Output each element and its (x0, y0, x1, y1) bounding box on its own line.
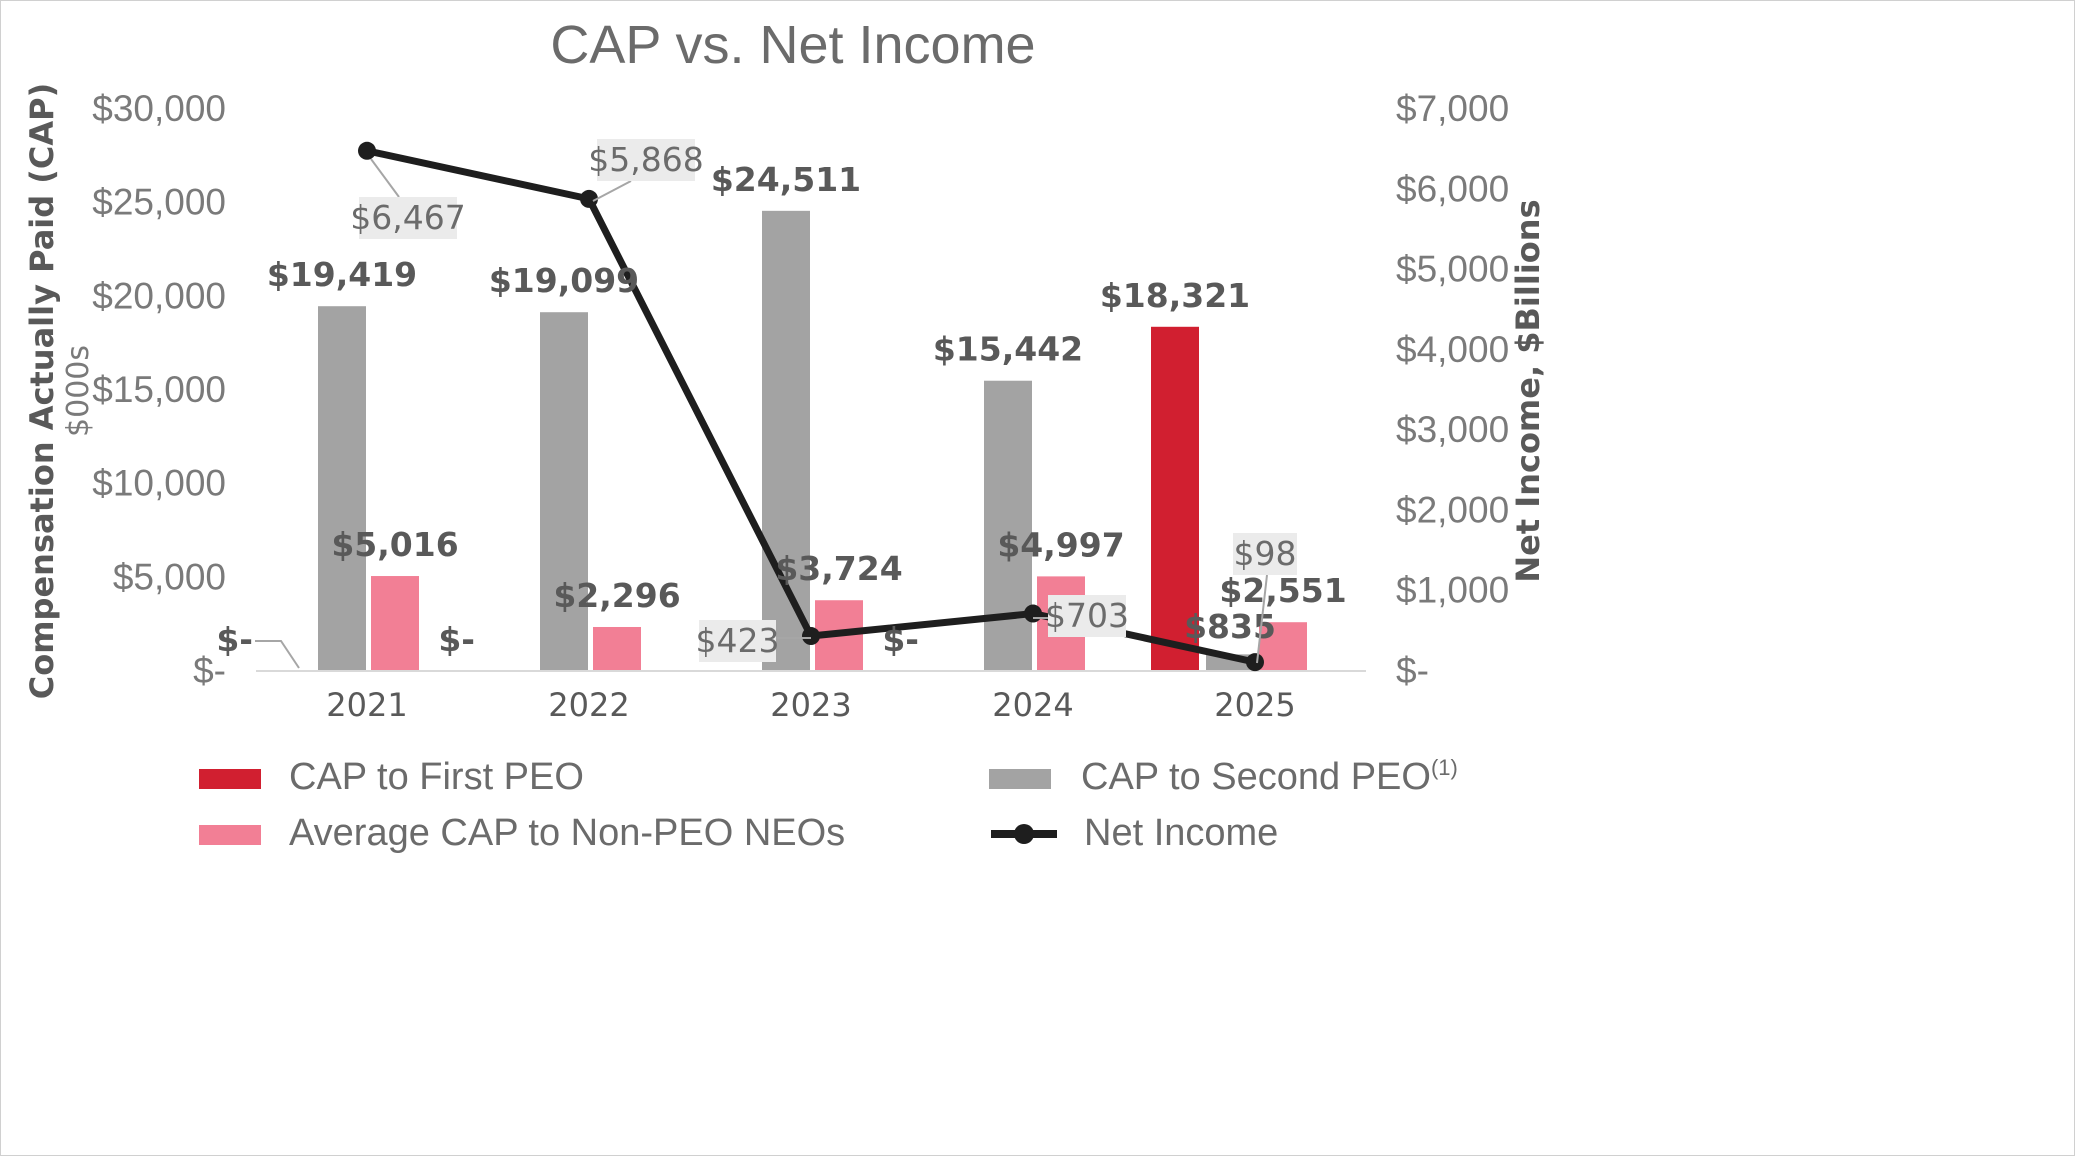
y-left-axis-sublabel: $000s (61, 345, 96, 437)
bar (1259, 622, 1307, 670)
legend-label-net-income: Net Income (1084, 812, 1278, 854)
bar-data-label: $3,724 (775, 549, 902, 588)
y-left-tick-label: $15,000 (92, 369, 226, 410)
y-left-tick-label: $- (193, 650, 226, 691)
y-right-tick-label: $6,000 (1396, 168, 1509, 209)
y-right-tick-label: $2,000 (1396, 489, 1509, 530)
bar (984, 380, 1032, 670)
bar-data-label: $- (438, 620, 475, 659)
bar-data-label: $2,296 (553, 576, 680, 615)
y-left-tick-label: $25,000 (92, 182, 226, 223)
legend-label-non-peo: Average CAP to Non-PEO NEOs (289, 812, 845, 854)
net-income-point (802, 627, 820, 646)
legend-swatch-second-peo (989, 769, 1051, 789)
bar (318, 306, 366, 670)
leader-line (1256, 574, 1268, 664)
bar-data-label: $19,099 (489, 261, 639, 300)
leader-line (255, 640, 300, 669)
bar-data-label: $15,442 (933, 330, 1083, 369)
net-income-data-label: $423 (696, 621, 780, 660)
net-income-point (580, 189, 598, 208)
x-tick-label: 2024 (992, 686, 1073, 724)
x-tick-label: 2022 (548, 686, 629, 724)
legend-swatch-non-peo (199, 825, 261, 845)
net-income-data-label: $703 (1045, 596, 1129, 635)
y-left-tick-label: $20,000 (92, 275, 226, 316)
net-income-label-box (1048, 595, 1126, 637)
bar-data-label: $2,551 (1219, 571, 1346, 610)
y-right-tick-label: $1,000 (1396, 570, 1509, 611)
bar-data-label: $24,511 (711, 160, 861, 199)
bar-data-label: $19,419 (267, 255, 417, 294)
net-income-data-label: $6,467 (350, 198, 465, 237)
net-income-point (1246, 653, 1264, 672)
y-right-tick-label: $4,000 (1396, 329, 1509, 370)
bar (593, 626, 641, 670)
bar-data-label: $18,321 (1100, 276, 1250, 315)
y-left-tick-label: $5,000 (113, 556, 226, 597)
net-income-point (358, 141, 376, 160)
net-income-label-box (597, 139, 695, 181)
net-income-point (1024, 604, 1042, 623)
bar (762, 210, 810, 670)
legend-marker-net-income (1014, 824, 1034, 844)
leader-line (370, 158, 400, 198)
y-right-tick-label: $3,000 (1396, 409, 1509, 450)
net-income-data-label: $5,868 (588, 140, 703, 179)
x-tick-label: 2025 (1214, 686, 1295, 724)
net-income-label-box (1233, 533, 1297, 575)
bar-data-label: $5,016 (331, 525, 458, 564)
bar (371, 576, 419, 670)
bar (540, 312, 588, 670)
net-income-data-label: $98 (1234, 534, 1297, 573)
bar-data-label: $4,997 (997, 525, 1124, 564)
y-right-axis-label: Net Income, $Billions (1509, 199, 1547, 582)
bar-data-label: $- (882, 620, 919, 659)
legend-label-second-peo-text: CAP to Second PEO (1081, 756, 1431, 798)
net-income-label-box (699, 620, 776, 662)
x-tick-label: 2021 (326, 686, 407, 724)
x-tick-label: 2023 (770, 686, 851, 724)
bar-data-label: $- (216, 620, 253, 659)
bar (1151, 326, 1199, 670)
legend-swatch-first-peo (199, 769, 261, 789)
chart-title: CAP vs. Net Income (550, 15, 1035, 75)
y-left-tick-label: $10,000 (92, 463, 226, 504)
leader-line (592, 180, 632, 202)
y-left-axis-label: Compensation Actually Paid (CAP) (23, 83, 61, 700)
legend-label-second-peo: CAP to Second PEO(1) (1081, 755, 1458, 798)
legend-label-first-peo: CAP to First PEO (289, 756, 584, 798)
y-right-tick-label: $- (1396, 650, 1429, 691)
y-right-tick-label: $5,000 (1396, 249, 1509, 290)
y-right-tick-label: $7,000 (1396, 88, 1509, 129)
net-income-label-box (359, 197, 457, 239)
y-left-tick-label: $30,000 (92, 88, 226, 129)
legend-footnote-marker: (1) (1431, 755, 1458, 780)
